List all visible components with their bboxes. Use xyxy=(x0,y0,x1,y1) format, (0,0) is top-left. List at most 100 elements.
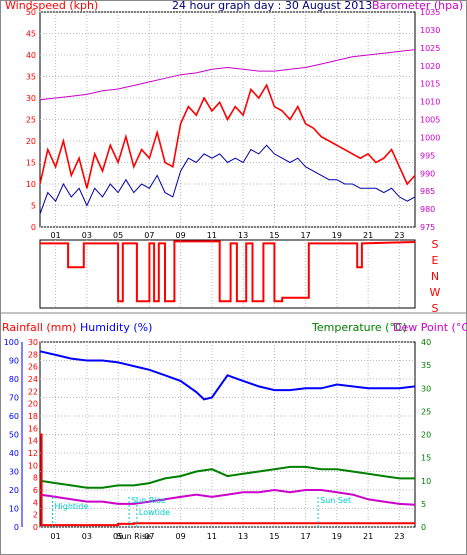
time-tick-label: 09 xyxy=(176,532,186,541)
temperature-tick-label: 0 xyxy=(421,523,426,532)
wind-tick-label: 5 xyxy=(31,202,36,211)
temperature-tick-label: 15 xyxy=(421,454,431,463)
baro-tick-label: 985 xyxy=(420,187,435,196)
rainfall-series xyxy=(40,433,415,527)
temperature-tick-label: 20 xyxy=(421,431,431,440)
time-tick-label: 15 xyxy=(269,231,279,240)
wind-tick-label: 35 xyxy=(26,73,36,82)
baro-tick-label: 1020 xyxy=(420,62,440,71)
rain-tick-label: 16 xyxy=(28,424,38,433)
time-tick-label: 01 xyxy=(51,231,61,240)
baro-tick-label: 1025 xyxy=(420,44,440,53)
barometer-series xyxy=(39,49,416,101)
wind-tick-label: 25 xyxy=(26,116,36,125)
baro-tick-label: 980 xyxy=(420,205,435,214)
time-tick-label: 13 xyxy=(238,231,248,240)
baro-tick-label: 1000 xyxy=(420,133,440,142)
time-tick-label: 11 xyxy=(207,532,217,541)
humidity-tick-label: 70 xyxy=(9,394,19,403)
wind-tick-label: 45 xyxy=(26,30,36,39)
rain-tick-label: 30 xyxy=(28,338,38,347)
annotation-label: Sun Rise xyxy=(131,496,166,505)
rain-tick-label: 10 xyxy=(28,461,38,470)
rain-tick-label: 22 xyxy=(28,387,38,396)
time-tick-label: 17 xyxy=(301,532,311,541)
baro-tick-label: 1015 xyxy=(420,80,440,89)
rain-tick-label: 8 xyxy=(33,474,38,483)
time-tick-label: 17 xyxy=(301,231,311,240)
direction-tick-label: N xyxy=(431,270,439,283)
time-tick-label: 19 xyxy=(332,231,342,240)
annotation-label: Sun Set xyxy=(320,496,351,505)
humidity-tick-label: 60 xyxy=(9,412,19,421)
humidity-tick-label: 50 xyxy=(9,431,19,440)
direction-tick-label: S xyxy=(432,238,439,251)
time-tick-label: 05 xyxy=(113,532,123,541)
baro-tick-label: 995 xyxy=(420,151,435,160)
rain-tick-label: 20 xyxy=(28,400,38,409)
rainfall-axis-label: Rainfall (mm) xyxy=(2,321,76,334)
barometer-axis-label: Barometer (hpa) xyxy=(372,0,463,12)
temperature-tick-label: 5 xyxy=(421,500,426,509)
temperature-tick-label: 25 xyxy=(421,407,431,416)
rain-tick-label: 14 xyxy=(28,437,38,446)
average-series xyxy=(39,144,416,215)
baro-tick-label: 1005 xyxy=(420,116,440,125)
time-tick-label: 01 xyxy=(51,532,61,541)
wind-tick-label: 0 xyxy=(31,223,36,232)
time-tick-label: 05 xyxy=(113,231,123,240)
humidity-tick-label: 100 xyxy=(4,338,19,347)
rain-tick-label: 0 xyxy=(33,523,38,532)
time-tick-label: 21 xyxy=(363,532,373,541)
time-tick-label: 07 xyxy=(144,532,154,541)
wind-barometer-chart: 0510152025303540455097598098599099510001… xyxy=(26,8,441,240)
rain-tick-label: 26 xyxy=(28,363,38,372)
wind-tick-label: 15 xyxy=(26,159,36,168)
direction-tick-label: S xyxy=(432,302,439,315)
rain-tick-label: 2 xyxy=(33,511,38,520)
wind-tick-label: 50 xyxy=(26,8,36,17)
baro-tick-label: 1030 xyxy=(420,26,440,35)
humidity-tick-label: 40 xyxy=(9,449,19,458)
rain-tick-label: 24 xyxy=(28,375,38,384)
humidity-axis-label: Humidity (%) xyxy=(80,321,152,334)
humidity-tick-label: 0 xyxy=(14,523,19,532)
time-tick-label: 03 xyxy=(82,532,92,541)
time-tick-label: 23 xyxy=(394,231,404,240)
temperature-axis-label: Temperature (°C) xyxy=(311,321,407,334)
wind-tick-label: 10 xyxy=(26,180,36,189)
time-tick-label: 09 xyxy=(176,231,186,240)
wind-tick-label: 20 xyxy=(26,137,36,146)
temperature-tick-label: 40 xyxy=(421,338,431,347)
rain-tick-label: 28 xyxy=(28,350,38,359)
annotation-label: Hightide xyxy=(55,502,89,511)
time-tick-label: 11 xyxy=(207,231,217,240)
direction-series xyxy=(40,240,416,303)
humidity-tick-label: 80 xyxy=(9,375,19,384)
humidity-series xyxy=(39,350,416,401)
time-tick-label: 15 xyxy=(269,532,279,541)
rain-tick-label: 18 xyxy=(28,412,38,421)
direction-tick-label: E xyxy=(432,254,439,267)
rain-humidity-temperature-chart: 0246810121416182022242628300102030405060… xyxy=(4,338,431,541)
time-tick-label: 07 xyxy=(144,231,154,240)
humidity-tick-label: 10 xyxy=(9,505,19,514)
time-tick-label: 13 xyxy=(238,532,248,541)
temperature-series xyxy=(39,465,415,489)
temperature-tick-label: 30 xyxy=(421,384,431,393)
humidity-tick-label: 30 xyxy=(9,468,19,477)
dewpoint-axis-label: Dew Point (°C) xyxy=(393,321,467,334)
time-tick-label: 03 xyxy=(82,231,92,240)
baro-tick-label: 975 xyxy=(420,223,435,232)
time-tick-label: 21 xyxy=(363,231,373,240)
wind-tick-label: 40 xyxy=(26,51,36,60)
wind-tick-label: 30 xyxy=(26,94,36,103)
baro-tick-label: 1010 xyxy=(420,98,440,107)
gust-series xyxy=(39,83,416,189)
direction-plot-area xyxy=(39,239,416,309)
temperature-tick-label: 35 xyxy=(421,361,431,370)
wind-axis-label: Windspeed (kph) xyxy=(5,0,98,12)
baro-tick-label: 990 xyxy=(420,169,435,178)
